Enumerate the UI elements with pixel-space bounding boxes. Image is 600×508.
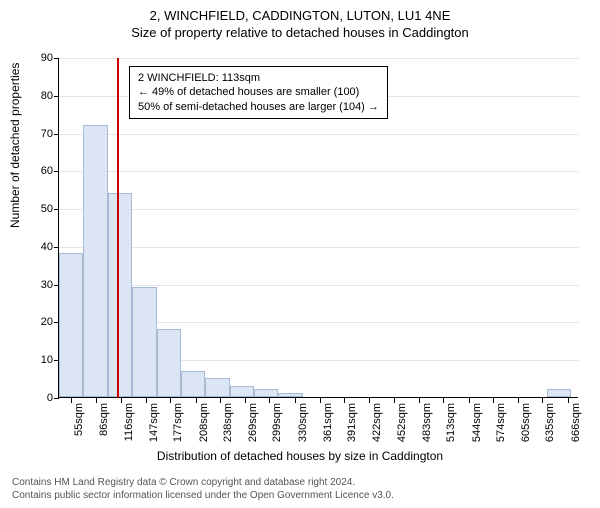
title-sub: Size of property relative to detached ho… (0, 25, 600, 40)
xtick-mark (295, 398, 296, 403)
xtick-label: 635sqm (544, 403, 556, 453)
xtick-label: 605sqm (520, 403, 532, 453)
xtick-label: 55sqm (73, 403, 85, 453)
xtick-label: 116sqm (123, 403, 135, 453)
xtick-label: 86sqm (98, 403, 110, 453)
ytick-mark (54, 209, 59, 210)
histogram-bar (157, 329, 181, 397)
chart-plot-area: 010203040506070809055sqm86sqm116sqm147sq… (58, 58, 578, 398)
ytick-label: 50 (23, 203, 53, 215)
histogram-bar (59, 253, 83, 397)
xtick-label: 452sqm (396, 403, 408, 453)
xtick-mark (196, 398, 197, 403)
annotation-line: 2 WINCHFIELD: 113sqm (138, 71, 379, 85)
xtick-label: 544sqm (471, 403, 483, 453)
chart: 010203040506070809055sqm86sqm116sqm147sq… (58, 58, 578, 398)
histogram-bar (278, 393, 302, 397)
xtick-label: 147sqm (148, 403, 160, 453)
xtick-mark (220, 398, 221, 403)
xtick-label: 208sqm (198, 403, 210, 453)
gridline (59, 58, 579, 59)
ytick-label: 10 (23, 354, 53, 366)
xtick-label: 422sqm (371, 403, 383, 453)
xtick-label: 513sqm (445, 403, 457, 453)
xtick-mark (419, 398, 420, 403)
histogram-bar (254, 389, 278, 397)
xtick-mark (493, 398, 494, 403)
footer-line-2: Contains public sector information licen… (12, 489, 394, 502)
footer-line-1: Contains HM Land Registry data © Crown c… (12, 476, 394, 489)
ytick-label: 0 (23, 392, 53, 404)
xtick-label: 574sqm (495, 403, 507, 453)
xtick-label: 299sqm (271, 403, 283, 453)
xtick-label: 666sqm (570, 403, 582, 453)
annotation-box: 2 WINCHFIELD: 113sqm← 49% of detached ho… (129, 66, 388, 119)
xtick-label: 238sqm (222, 403, 234, 453)
footer-attribution: Contains HM Land Registry data © Crown c… (12, 476, 394, 502)
annotation-line: ← 49% of detached houses are smaller (10… (138, 85, 379, 99)
histogram-bar (83, 125, 107, 397)
xtick-mark (146, 398, 147, 403)
histogram-bar (181, 371, 205, 397)
gridline (59, 247, 579, 248)
ytick-label: 60 (23, 165, 53, 177)
xtick-label: 483sqm (421, 403, 433, 453)
xtick-label: 177sqm (172, 403, 184, 453)
ytick-label: 90 (23, 52, 53, 64)
xtick-label: 269sqm (247, 403, 259, 453)
histogram-bar (205, 378, 229, 397)
histogram-bar (132, 287, 156, 397)
xtick-mark (245, 398, 246, 403)
xtick-label: 391sqm (346, 403, 358, 453)
histogram-bar (108, 193, 132, 397)
xtick-mark (394, 398, 395, 403)
xtick-mark (568, 398, 569, 403)
ytick-label: 70 (23, 128, 53, 140)
annotation-line: 50% of semi-detached houses are larger (… (138, 100, 379, 114)
title-main: 2, WINCHFIELD, CADDINGTON, LUTON, LU1 4N… (0, 8, 600, 23)
xtick-mark (518, 398, 519, 403)
y-axis-label: Number of detached properties (8, 63, 22, 228)
xtick-mark (121, 398, 122, 403)
ytick-mark (54, 134, 59, 135)
property-marker-line (117, 58, 119, 398)
ytick-mark (54, 96, 59, 97)
ytick-label: 20 (23, 316, 53, 328)
xtick-label: 330sqm (297, 403, 309, 453)
gridline (59, 209, 579, 210)
ytick-label: 40 (23, 241, 53, 253)
ytick-label: 80 (23, 90, 53, 102)
gridline (59, 171, 579, 172)
ytick-label: 30 (23, 279, 53, 291)
histogram-bar (547, 389, 571, 397)
ytick-mark (54, 398, 59, 399)
xtick-mark (469, 398, 470, 403)
xtick-label: 361sqm (322, 403, 334, 453)
x-axis-label: Distribution of detached houses by size … (0, 449, 600, 463)
gridline (59, 285, 579, 286)
ytick-mark (54, 58, 59, 59)
histogram-bar (230, 386, 254, 397)
ytick-mark (54, 171, 59, 172)
xtick-mark (320, 398, 321, 403)
gridline (59, 134, 579, 135)
ytick-mark (54, 247, 59, 248)
